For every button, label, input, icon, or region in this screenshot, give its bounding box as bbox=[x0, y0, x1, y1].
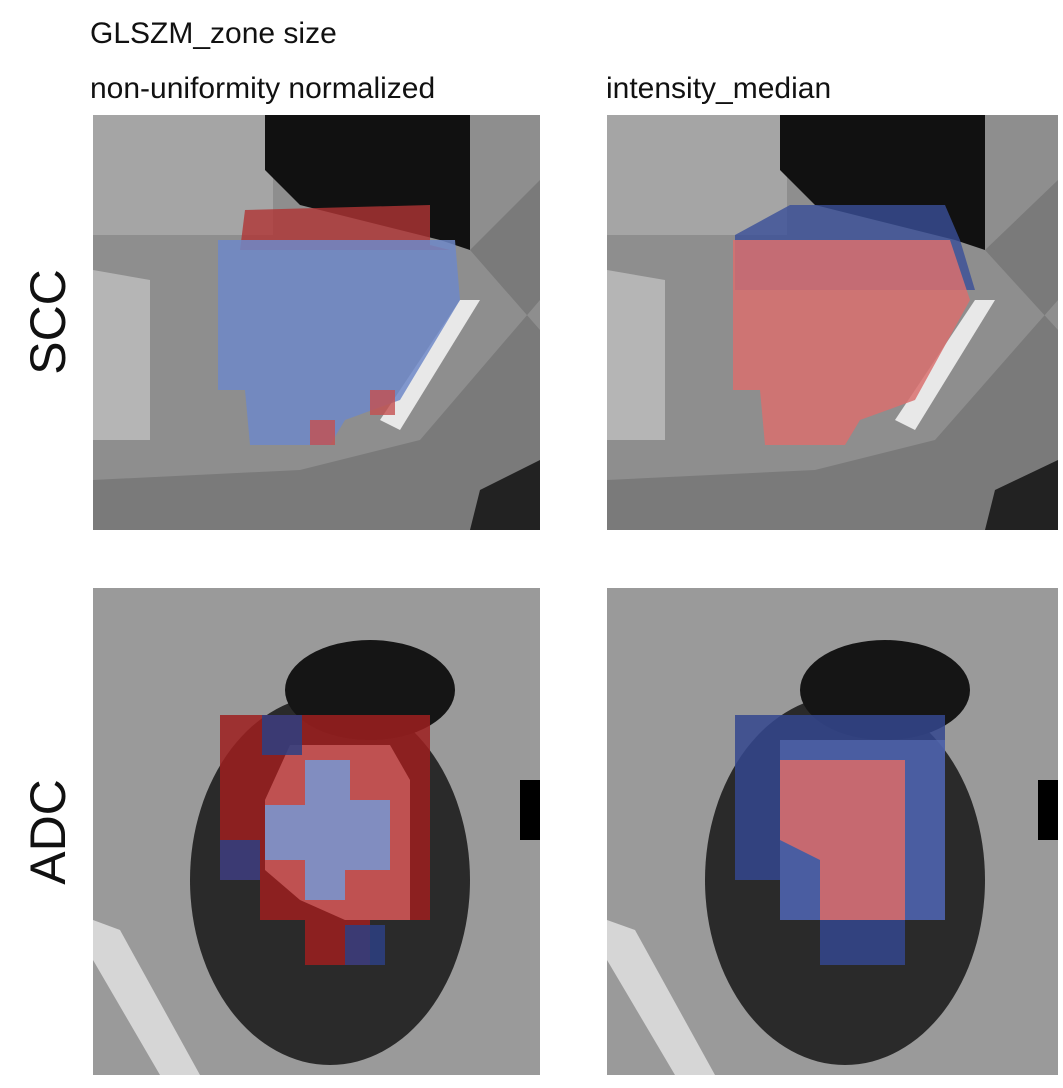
column-title: non-uniformity normalized bbox=[90, 72, 435, 105]
image-panel bbox=[93, 588, 540, 1075]
image-panel bbox=[607, 588, 1058, 1075]
row-label: ADC bbox=[20, 779, 76, 885]
image-panel bbox=[93, 115, 540, 530]
column-title: intensity_median bbox=[606, 72, 831, 105]
image-panel bbox=[607, 115, 1058, 530]
column-title: GLSZM_zone size bbox=[90, 17, 337, 50]
row-label: SCC bbox=[20, 269, 76, 375]
